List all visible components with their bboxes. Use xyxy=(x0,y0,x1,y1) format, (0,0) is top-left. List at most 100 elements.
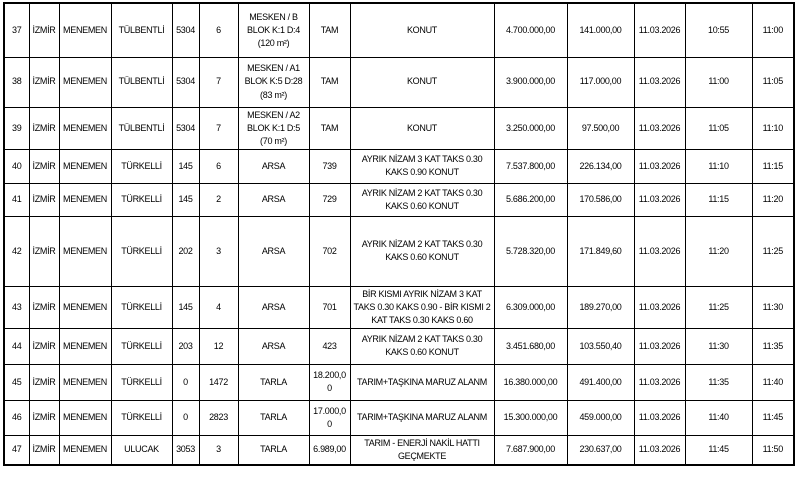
cell-start-time: 11:15 xyxy=(684,182,753,217)
cell-area-or-share: 18.200,00 xyxy=(308,363,351,401)
cell-area-or-share: TAM xyxy=(308,106,351,150)
cell-estimated-price: 3.900.000,00 xyxy=(493,56,568,108)
cell-property-type: ARSA xyxy=(237,327,310,365)
cell-neighborhood: TÜRKELLİ xyxy=(110,399,173,436)
cell-auction-date: 11.03.2026 xyxy=(633,285,686,329)
table-row: 41 İZMİR MENEMEN TÜRKELLİ 145 2 ARSA 729… xyxy=(3,182,795,217)
auction-table: 37 İZMİR MENEMEN TÜLBENTLİ 5304 6 MESKEN… xyxy=(3,2,795,466)
cell-parcel-no: 6 xyxy=(198,148,239,184)
cell-zoning-status: TARIM+TAŞKINA MARUZ ALANM xyxy=(349,363,495,401)
cell-property-type: TARLA xyxy=(237,399,310,436)
cell-province: İZMİR xyxy=(28,148,60,184)
cell-deposit: 230.637,00 xyxy=(566,434,635,466)
cell-area-or-share: 6.989,00 xyxy=(308,434,351,466)
cell-area-or-share: 701 xyxy=(308,285,351,329)
cell-parcel-no: 4 xyxy=(198,285,239,329)
cell-row-number: 46 xyxy=(3,399,30,436)
cell-province: İZMİR xyxy=(28,434,60,466)
table-row: 47 İZMİR MENEMEN ULUCAK 3053 3 TARLA 6.9… xyxy=(3,434,795,466)
table-body: 37 İZMİR MENEMEN TÜLBENTLİ 5304 6 MESKEN… xyxy=(3,2,795,466)
cell-zoning-status: AYRIK NİZAM 2 KAT TAKS 0.30 KAKS 0.60 KO… xyxy=(349,182,495,217)
table-row: 43 İZMİR MENEMEN TÜRKELLİ 145 4 ARSA 701… xyxy=(3,285,795,329)
cell-block-no: 5304 xyxy=(171,2,200,58)
cell-neighborhood: TÜRKELLİ xyxy=(110,148,173,184)
cell-block-no: 0 xyxy=(171,363,200,401)
cell-end-time: 11:20 xyxy=(751,182,795,217)
cell-district: MENEMEN xyxy=(58,56,112,108)
cell-row-number: 37 xyxy=(3,2,30,58)
cell-auction-date: 11.03.2026 xyxy=(633,2,686,58)
cell-district: MENEMEN xyxy=(58,2,112,58)
cell-row-number: 45 xyxy=(3,363,30,401)
cell-row-number: 39 xyxy=(3,106,30,150)
cell-province: İZMİR xyxy=(28,215,60,287)
cell-area-or-share: TAM xyxy=(308,2,351,58)
cell-parcel-no: 7 xyxy=(198,56,239,108)
cell-province: İZMİR xyxy=(28,106,60,150)
cell-auction-date: 11.03.2026 xyxy=(633,215,686,287)
cell-province: İZMİR xyxy=(28,399,60,436)
cell-auction-date: 11.03.2026 xyxy=(633,182,686,217)
cell-neighborhood: TÜLBENTLİ xyxy=(110,106,173,150)
cell-block-no: 145 xyxy=(171,148,200,184)
cell-row-number: 40 xyxy=(3,148,30,184)
cell-deposit: 97.500,00 xyxy=(566,106,635,150)
cell-end-time: 11:50 xyxy=(751,434,795,466)
cell-end-time: 11:45 xyxy=(751,399,795,436)
cell-end-time: 11:25 xyxy=(751,215,795,287)
cell-district: MENEMEN xyxy=(58,327,112,365)
table-row: 37 İZMİR MENEMEN TÜLBENTLİ 5304 6 MESKEN… xyxy=(3,2,795,58)
cell-property-type: MESKEN / A2 BLOK K:1 D:5 (70 m²) xyxy=(237,106,310,150)
cell-end-time: 11:15 xyxy=(751,148,795,184)
cell-start-time: 10:55 xyxy=(684,2,753,58)
cell-zoning-status: KONUT xyxy=(349,106,495,150)
cell-parcel-no: 12 xyxy=(198,327,239,365)
cell-zoning-status: TARIM - ENERJİ NAKİL HATTI GEÇMEKTE xyxy=(349,434,495,466)
cell-start-time: 11:20 xyxy=(684,215,753,287)
cell-auction-date: 11.03.2026 xyxy=(633,399,686,436)
cell-row-number: 47 xyxy=(3,434,30,466)
cell-start-time: 11:35 xyxy=(684,363,753,401)
cell-block-no: 3053 xyxy=(171,434,200,466)
cell-deposit: 459.000,00 xyxy=(566,399,635,436)
cell-auction-date: 11.03.2026 xyxy=(633,434,686,466)
cell-auction-date: 11.03.2026 xyxy=(633,363,686,401)
cell-auction-date: 11.03.2026 xyxy=(633,56,686,108)
cell-auction-date: 11.03.2026 xyxy=(633,327,686,365)
cell-property-type: TARLA xyxy=(237,434,310,466)
cell-row-number: 42 xyxy=(3,215,30,287)
cell-property-type: ARSA xyxy=(237,285,310,329)
cell-parcel-no: 2823 xyxy=(198,399,239,436)
cell-deposit: 117.000,00 xyxy=(566,56,635,108)
cell-row-number: 41 xyxy=(3,182,30,217)
cell-parcel-no: 1472 xyxy=(198,363,239,401)
cell-deposit: 141.000,00 xyxy=(566,2,635,58)
cell-deposit: 103.550,40 xyxy=(566,327,635,365)
document-page: 37 İZMİR MENEMEN TÜLBENTLİ 5304 6 MESKEN… xyxy=(3,2,795,466)
cell-property-type: ARSA xyxy=(237,182,310,217)
cell-block-no: 5304 xyxy=(171,56,200,108)
cell-province: İZMİR xyxy=(28,363,60,401)
cell-estimated-price: 3.250.000,00 xyxy=(493,106,568,150)
cell-parcel-no: 3 xyxy=(198,434,239,466)
cell-block-no: 202 xyxy=(171,215,200,287)
cell-start-time: 11:10 xyxy=(684,148,753,184)
cell-zoning-status: KONUT xyxy=(349,2,495,58)
cell-zoning-status: AYRIK NİZAM 2 KAT TAKS 0.30 KAKS 0.60 KO… xyxy=(349,327,495,365)
cell-parcel-no: 2 xyxy=(198,182,239,217)
cell-district: MENEMEN xyxy=(58,106,112,150)
cell-row-number: 44 xyxy=(3,327,30,365)
cell-property-type: ARSA xyxy=(237,148,310,184)
cell-property-type: MESKEN / A1 BLOK K:5 D:28 (83 m²) xyxy=(237,56,310,108)
table-row: 42 İZMİR MENEMEN TÜRKELLİ 202 3 ARSA 702… xyxy=(3,215,795,287)
table-row: 39 İZMİR MENEMEN TÜLBENTLİ 5304 7 MESKEN… xyxy=(3,106,795,150)
cell-estimated-price: 6.309.000,00 xyxy=(493,285,568,329)
cell-start-time: 11:00 xyxy=(684,56,753,108)
table-row: 45 İZMİR MENEMEN TÜRKELLİ 0 1472 TARLA 1… xyxy=(3,363,795,401)
cell-row-number: 38 xyxy=(3,56,30,108)
cell-area-or-share: 702 xyxy=(308,215,351,287)
cell-start-time: 11:05 xyxy=(684,106,753,150)
cell-estimated-price: 5.686.200,00 xyxy=(493,182,568,217)
cell-province: İZMİR xyxy=(28,285,60,329)
cell-district: MENEMEN xyxy=(58,399,112,436)
